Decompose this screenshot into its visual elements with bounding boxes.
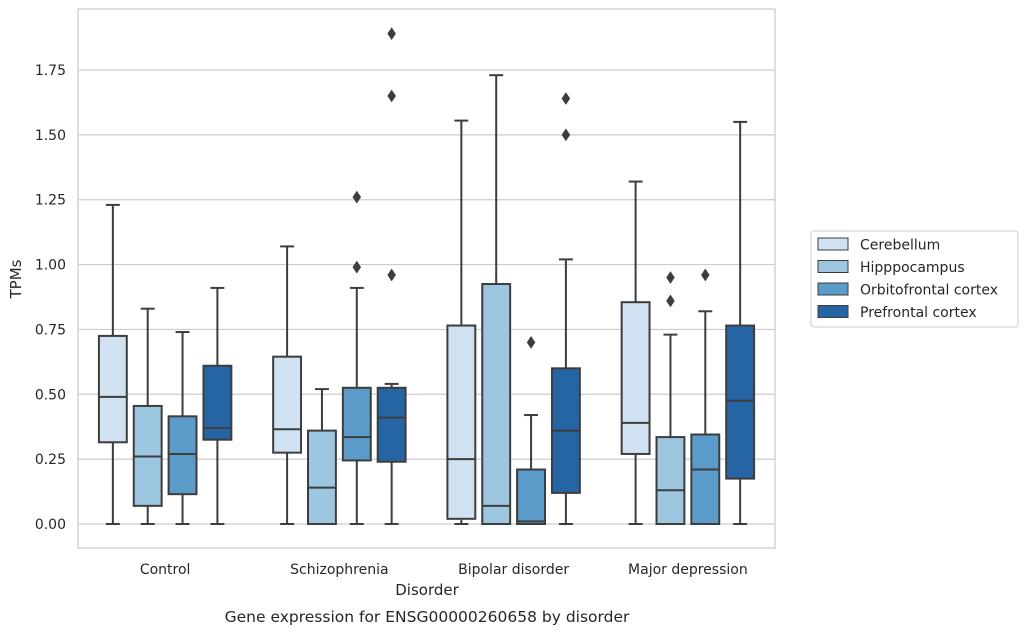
iqr-box bbox=[307, 429, 337, 525]
y-tick-label: 1.00 bbox=[35, 258, 66, 274]
iqr-box bbox=[97, 334, 128, 444]
box-plot-item bbox=[272, 245, 303, 525]
legend-label: Orbitofrontal cortex bbox=[860, 283, 998, 299]
y-tick-label: 0.50 bbox=[35, 387, 66, 403]
outlier-point bbox=[561, 92, 571, 105]
x-tick-label: Schizophrenia bbox=[290, 562, 388, 578]
x-tick-label: Control bbox=[140, 562, 191, 578]
plot-frame bbox=[77, 8, 776, 549]
box-plot-item bbox=[516, 335, 546, 525]
x-axis-label: Disorder bbox=[395, 581, 459, 599]
iqr-box bbox=[481, 283, 512, 525]
legend-label: Cerebellum bbox=[860, 238, 940, 254]
box-plot-item bbox=[341, 190, 372, 525]
box-plot-item bbox=[132, 307, 163, 525]
box-plot-item bbox=[550, 92, 581, 525]
legend-item: Hipppocampus bbox=[817, 260, 965, 276]
box-plot-item bbox=[446, 119, 477, 525]
iqr-box bbox=[446, 324, 477, 520]
box-group bbox=[97, 203, 233, 525]
box-plot-item bbox=[307, 388, 337, 525]
box-plot-item bbox=[725, 120, 756, 525]
y-axis-label: TPMs bbox=[7, 259, 25, 299]
box-group bbox=[446, 74, 581, 525]
y-axis-ticks: 0.00 0.25 0.50 0.75 1.00 1.25 1.50 1.75 bbox=[35, 63, 66, 533]
outlier-point bbox=[526, 335, 536, 349]
iqr-box bbox=[516, 468, 546, 525]
box-group bbox=[272, 27, 407, 525]
outlier-point bbox=[387, 268, 396, 282]
legend-item: Orbitofrontal cortex bbox=[817, 282, 998, 299]
box-plot-item bbox=[376, 27, 407, 525]
y-tick-label: 0.75 bbox=[35, 322, 66, 338]
legend-label: Prefrontal cortex bbox=[860, 305, 977, 321]
legend-swatch bbox=[817, 237, 849, 251]
y-tick-label: 1.75 bbox=[35, 63, 66, 79]
legend-item: Prefrontal cortex bbox=[817, 305, 977, 321]
iqr-box bbox=[620, 301, 651, 455]
y-tick-label: 0.25 bbox=[35, 452, 66, 468]
chart-caption: Gene expression for ENSG00000260658 by d… bbox=[225, 608, 630, 626]
legend-frame bbox=[810, 230, 1019, 328]
box-plot-item bbox=[167, 331, 198, 525]
legend-item: Cerebellum bbox=[817, 237, 940, 254]
legend: Cerebellum Hipppocampus Orbitofrontal cort… bbox=[810, 230, 1019, 328]
x-tick-label: Major depression bbox=[628, 562, 748, 578]
iqr-box bbox=[272, 355, 303, 454]
x-tick-label: Bipolar disorder bbox=[458, 562, 569, 578]
legend-swatch bbox=[817, 305, 849, 318]
iqr-box bbox=[725, 324, 756, 480]
outlier-point bbox=[387, 27, 396, 41]
iqr-box bbox=[376, 386, 407, 463]
legend-label: Hipppocampus bbox=[860, 260, 965, 276]
box-plot-item bbox=[481, 74, 512, 525]
y-tick-label: 1.25 bbox=[35, 193, 66, 209]
iqr-box bbox=[690, 433, 721, 525]
legend-swatch bbox=[817, 282, 849, 296]
box-group bbox=[620, 120, 756, 525]
legend-swatch bbox=[817, 260, 849, 273]
outlier-point bbox=[387, 89, 396, 103]
box-plot-item bbox=[690, 268, 721, 525]
box-groups bbox=[97, 27, 756, 525]
y-tick-label: 1.50 bbox=[35, 128, 66, 144]
outlier-point bbox=[666, 271, 675, 284]
outlier-point bbox=[352, 260, 362, 274]
outlier-point bbox=[352, 190, 362, 204]
iqr-box bbox=[167, 415, 198, 496]
outlier-point bbox=[561, 128, 571, 142]
y-tick-label: 0.00 bbox=[35, 517, 66, 533]
box-plot-item bbox=[202, 286, 233, 525]
box-plot-item bbox=[97, 203, 128, 525]
iqr-box bbox=[341, 386, 372, 462]
iqr-box bbox=[655, 436, 686, 525]
box-plot-item bbox=[655, 271, 686, 525]
outlier-point bbox=[666, 294, 675, 308]
x-axis-ticks: Control Schizophrenia Bipolar disorder Majo… bbox=[140, 562, 748, 578]
box-plot-item bbox=[620, 180, 651, 525]
outlier-point bbox=[700, 268, 710, 282]
